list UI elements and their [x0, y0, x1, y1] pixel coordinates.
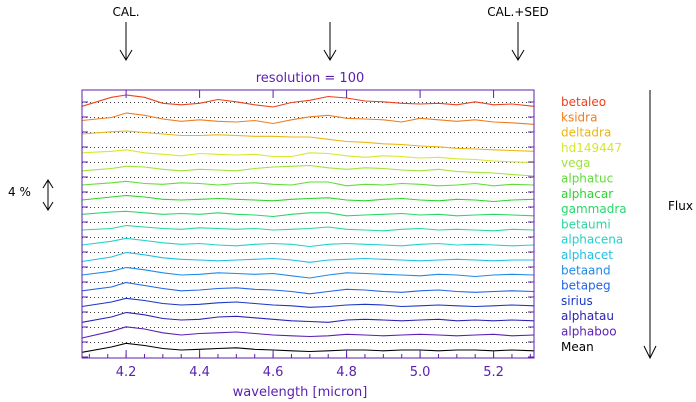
series-line-betaleo	[81, 94, 535, 108]
y-axis-ticks	[82, 101, 534, 358]
series-line-alphatau	[81, 311, 535, 323]
marker-arrow-cal	[119, 22, 133, 61]
series-line-alphaboo	[81, 326, 535, 339]
series-lines	[81, 94, 535, 353]
series-line-deltadra	[81, 130, 535, 152]
scale-bar: 4 %	[8, 179, 54, 211]
x-tick-label: 4.6	[263, 365, 284, 380]
flux-arrow	[643, 90, 657, 360]
series-line-betaumi	[81, 224, 535, 232]
series-line-gammadra	[81, 210, 535, 218]
y-axis-label: Flux	[668, 199, 693, 213]
legend-entry-deltadra: deltadra	[561, 126, 611, 140]
x-tick-label: 5.2	[483, 365, 504, 380]
series-line-betapeg	[81, 281, 535, 295]
series-line-ksidra	[81, 112, 535, 125]
x-tick-label: 4.2	[116, 365, 137, 380]
legend-entry-betapeg: betapeg	[561, 279, 611, 293]
legend-entry-alphacet: alphacet	[561, 248, 613, 262]
series-line-betaand	[81, 266, 535, 279]
legend-entry-betaand: betaand	[561, 263, 611, 277]
series-line-vega	[81, 164, 535, 177]
chart-title: resolution = 100	[256, 71, 365, 86]
series-line-alphacar	[81, 194, 535, 203]
marker-arrow-middle	[323, 22, 337, 61]
legend-entry-betaumi: betaumi	[561, 217, 611, 231]
series-line-alphatuc	[81, 180, 535, 187]
legend-entry-alphacena: alphacena	[561, 233, 623, 247]
legend-entry-mean: Mean	[561, 340, 594, 354]
x-axis-label: wavelength [micron]	[233, 385, 368, 400]
x-tick-label: 4.4	[189, 365, 210, 380]
series-line-hd149447	[81, 149, 535, 164]
legend-entry-vega: vega	[561, 156, 590, 170]
legend-entry-sirius: sirius	[561, 294, 593, 308]
scale-label: 4 %	[8, 185, 31, 199]
x-tick-label: 4.8	[336, 365, 357, 380]
marker-label-cal: CAL.	[112, 5, 139, 19]
series-line-alphacena	[81, 237, 535, 248]
legend-entry-alphatau: alphatau	[561, 309, 614, 323]
legend-entry-hd149447: hd149447	[561, 141, 622, 155]
series-line-mean	[81, 342, 535, 353]
legend-entry-ksidra: ksidra	[561, 110, 597, 124]
grid-lines	[82, 102, 534, 343]
plot-frame	[81, 89, 535, 359]
legend-entry-alphacar: alphacar	[561, 187, 613, 201]
marker-label-cal-sed: CAL.+SED	[487, 5, 549, 19]
legend-entry-alphatuc: alphatuc	[561, 172, 613, 186]
series-line-alphacet	[81, 251, 534, 263]
series-line-sirius	[81, 297, 535, 308]
x-axis-ticks: 4.2 4.4 4.6 4.8 5.0 5.2	[88, 90, 531, 380]
marker-arrow-cal-sed	[511, 22, 525, 61]
calibration-markers: CAL. CAL.+SED	[112, 5, 549, 61]
x-tick-label: 5.0	[410, 365, 431, 380]
legend-entry-alphaboo: alphaboo	[561, 325, 617, 339]
legend-entry-gammadra: gammadra	[561, 202, 627, 216]
legend-entry-betaleo: betaleo	[561, 95, 606, 109]
